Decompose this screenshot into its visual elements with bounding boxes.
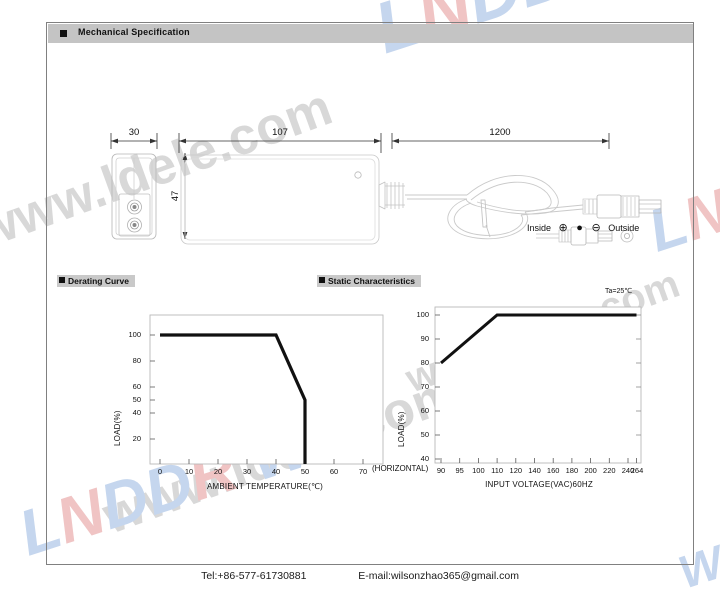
black-square-bullet-icon bbox=[59, 277, 65, 283]
y-axis-title: LOAD(%) bbox=[113, 410, 122, 446]
section-title-static-characteristics: Static Characteristics bbox=[317, 275, 421, 287]
x-tick-label: 0 bbox=[157, 467, 163, 476]
footer-telephone: Tel:+86-577-61730881 bbox=[201, 570, 307, 582]
y-tick-label: 70 bbox=[420, 382, 429, 391]
y-tick-label: 80 bbox=[132, 356, 141, 365]
x-tick-label: 120 bbox=[509, 466, 523, 475]
dimension-label-body-length: 107 bbox=[272, 127, 288, 138]
black-square-bullet-icon bbox=[60, 30, 67, 37]
section-title-static-characteristics-label: Static Characteristics bbox=[328, 276, 415, 286]
x-tick-label: 110 bbox=[491, 466, 504, 475]
x-tick-label: 264 bbox=[630, 466, 644, 475]
x-tick-label: 140 bbox=[528, 466, 541, 475]
minus-circle-icon: ⊖ bbox=[591, 222, 601, 234]
x-tick-label: 90 bbox=[436, 466, 446, 475]
chart-static-characteristics-svg bbox=[434, 306, 642, 464]
y-axis-title: LOAD(%) bbox=[397, 411, 406, 447]
derating-curve-series bbox=[160, 333, 307, 464]
x-tick-label: 70 bbox=[358, 467, 368, 476]
center-dot-icon: ● bbox=[576, 222, 583, 234]
y-tick-label: 100 bbox=[416, 310, 429, 319]
section-title-derating-curve: Derating Curve bbox=[57, 275, 135, 287]
footer: Tel:+86-577-61730881 E-mail:wilsonzhao36… bbox=[0, 570, 720, 582]
x-tick-label: 30 bbox=[242, 467, 252, 476]
mechanical-drawing-svg: 30 107 1200 47 bbox=[110, 127, 662, 246]
section-header-mechanical-specification: Mechanical Specification bbox=[48, 24, 693, 43]
y-tick-label: 100 bbox=[128, 330, 141, 339]
y-tick-label: 20 bbox=[132, 434, 141, 443]
x-tick-label: 50 bbox=[300, 467, 310, 476]
y-tick-label: 90 bbox=[420, 334, 429, 343]
polarity-inside-label: Inside bbox=[527, 223, 552, 233]
x-tick-label: 240 bbox=[621, 466, 635, 475]
x-tick-label: 220 bbox=[603, 466, 616, 475]
chart-annotation-ambient-temp: Ta=25℃ bbox=[605, 288, 633, 295]
page-title: Mechanical Specification bbox=[78, 27, 190, 37]
x-axis-title: AMBIENT TEMPERATURE(℃) bbox=[206, 482, 324, 491]
x-tick-label: 200 bbox=[584, 466, 597, 475]
y-tick-label: 60 bbox=[420, 406, 429, 415]
polarity-legend: Inside ⊕ ● ⊖ Outside bbox=[527, 221, 639, 234]
mechanical-drawing: 30 107 1200 47 Inside ⊕ ● ⊖ Outside bbox=[47, 49, 693, 259]
x-tick-label: 95 bbox=[455, 466, 464, 475]
dimension-label-body-height: 47 bbox=[170, 191, 181, 202]
chart-annotation-horizontal: (HORIZONTAL) bbox=[372, 464, 429, 473]
static-characteristics-series bbox=[440, 313, 637, 365]
datasheet-page-frame: Mechanical Specification bbox=[46, 22, 694, 565]
y-tick-label: 40 bbox=[132, 408, 141, 417]
chart-derating-curve: 100 80 60 50 40 20 0 10 20 30 40 50 60 7… bbox=[105, 301, 428, 516]
footer-email: E-mail:wilsonzhao365@gmail.com bbox=[358, 570, 519, 582]
y-tick-label: 40 bbox=[420, 454, 429, 463]
polarity-outside-label: Outside bbox=[608, 223, 640, 233]
x-tick-label: 160 bbox=[546, 466, 560, 475]
chart-static-characteristics: Ta=25℃ bbox=[389, 287, 689, 517]
y-tick-label: 80 bbox=[420, 358, 429, 367]
plus-circle-icon: ⊕ bbox=[558, 222, 568, 234]
x-axis-title: INPUT VOLTAGE(VAC)60HZ bbox=[485, 480, 593, 489]
y-tick-label: 50 bbox=[420, 430, 429, 439]
section-title-derating-curve-label: Derating Curve bbox=[68, 276, 129, 286]
x-tick-label: 60 bbox=[329, 467, 339, 476]
chart-derating-curve-svg bbox=[149, 314, 384, 465]
x-tick-label: 20 bbox=[213, 467, 223, 476]
black-square-bullet-icon bbox=[319, 277, 325, 283]
dimension-label-cable-length: 1200 bbox=[489, 127, 510, 138]
y-tick-label: 50 bbox=[132, 395, 141, 404]
x-tick-label: 100 bbox=[472, 466, 485, 475]
y-tick-label: 60 bbox=[132, 382, 141, 391]
x-tick-label: 10 bbox=[184, 467, 194, 476]
x-tick-label: 180 bbox=[565, 466, 579, 475]
dimension-label-side-width: 30 bbox=[129, 127, 140, 138]
x-tick-label: 40 bbox=[271, 467, 281, 476]
